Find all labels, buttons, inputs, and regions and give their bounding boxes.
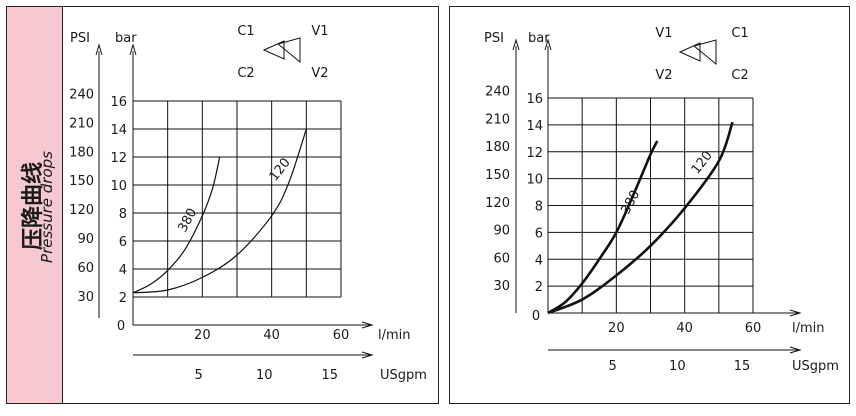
psi-axis-arrow — [95, 43, 103, 56]
x-axis-arrow — [361, 321, 374, 329]
series-line-120 — [547, 121, 734, 315]
y-axis-label-psi: PSI — [70, 31, 90, 46]
psi-tick-label: 210 — [69, 116, 94, 131]
x2-tick-label: 5 — [194, 368, 202, 383]
y-tick-label: 6 — [535, 226, 543, 241]
x-tick-label: 60 — [745, 321, 762, 336]
y-axis-label-bar: bar — [528, 31, 550, 46]
port-label-top-right: C1 — [731, 26, 748, 41]
y-tick-label: 14 — [110, 123, 127, 138]
flow-arrow-icon — [262, 40, 285, 60]
psi-tick-label: 210 — [485, 112, 510, 127]
port-label-top-left: C1 — [237, 24, 254, 39]
y-tick-label: 4 — [119, 263, 127, 278]
chart-left: bar PSI l/min USgpm 2 4 6 8 10 12 14 16 0 30 60 90 120 15… — [69, 24, 427, 383]
port-label-bottom-right: V2 — [311, 66, 328, 81]
port-label-bottom-right: C2 — [731, 68, 748, 83]
psi-tick-label: 90 — [77, 232, 94, 247]
label-strip — [6, 6, 63, 404]
psi-tick-label: 240 — [69, 87, 94, 102]
psi-tick-label: 60 — [77, 261, 94, 276]
y-tick-label: 16 — [110, 95, 127, 110]
port-label-bottom-left: V2 — [655, 68, 672, 83]
x2-tick-label: 10 — [256, 368, 273, 383]
flow-arrow-icon — [678, 42, 701, 62]
chart-right: bar PSI l/min USgpm 2 4 6 8 10 12 14 16 0 30 60 90 120 15… — [484, 26, 839, 374]
psi-tick-label: 240 — [485, 85, 510, 100]
x2-tick-label: 10 — [669, 359, 686, 374]
x-tick-label: 40 — [676, 321, 693, 336]
y-tick-label: 6 — [119, 235, 127, 250]
psi-axis-arrow — [512, 38, 520, 51]
port-label-top-left: V1 — [655, 26, 672, 41]
y-tick-label-origin: 0 — [532, 309, 540, 324]
psi-tick-label: 180 — [485, 140, 510, 155]
y-tick-label: 2 — [535, 280, 543, 295]
series-line-120 — [132, 128, 307, 294]
y-axis-label-bar: bar — [115, 31, 137, 46]
label-english: Pressure drops — [38, 151, 56, 263]
x-axis-label-usgpm: USgpm — [792, 359, 839, 374]
flow-arrow-tail-icon — [276, 37, 301, 64]
y-tick-label: 12 — [526, 146, 543, 161]
flow-arrow-tail-icon — [692, 39, 717, 66]
psi-tick-label: 120 — [69, 203, 94, 218]
y-tick-label: 14 — [526, 119, 543, 134]
psi-tick-label: 30 — [493, 279, 510, 294]
series-line-380 — [547, 140, 659, 315]
x-tick-label: 20 — [608, 321, 625, 336]
x-axis-label-lmin: l/min — [378, 328, 411, 343]
y-tick-label: 4 — [535, 253, 543, 268]
psi-tick-label: 150 — [69, 174, 94, 189]
x2-tick-label: 15 — [322, 368, 339, 383]
psi-tick-label: 120 — [485, 196, 510, 211]
psi-tick-label: 30 — [77, 290, 94, 305]
y-axis-arrow — [129, 43, 137, 56]
y-tick-label: 10 — [526, 173, 543, 188]
psi-tick-label: 180 — [69, 145, 94, 160]
x2-tick-label: 15 — [734, 359, 751, 374]
y-tick-label: 16 — [526, 92, 543, 107]
left-panel-frame — [6, 6, 439, 404]
y-axis-label-psi: PSI — [484, 31, 504, 46]
y-tick-label: 2 — [119, 291, 127, 306]
series-line-380 — [132, 156, 221, 294]
x-tick-label: 40 — [263, 328, 280, 343]
y-tick-label: 8 — [535, 200, 543, 215]
x-axis-arrow — [789, 309, 802, 317]
x-axis-label-usgpm: USgpm — [380, 368, 427, 383]
x2-axis-arrow — [361, 351, 374, 359]
x-axis-label-lmin: l/min — [792, 321, 825, 336]
port-label-bottom-left: C2 — [237, 66, 254, 81]
label-chinese: 压降曲线 — [20, 162, 46, 250]
x-tick-label: 20 — [194, 328, 211, 343]
psi-tick-label: 60 — [493, 251, 510, 266]
y-tick-label-origin: 0 — [117, 319, 125, 334]
psi-tick-label: 90 — [493, 224, 510, 239]
port-label-top-right: V1 — [311, 24, 328, 39]
x2-axis-arrow — [789, 346, 802, 354]
psi-tick-label: 150 — [485, 168, 510, 183]
x-tick-label: 60 — [333, 328, 350, 343]
x2-tick-label: 5 — [609, 359, 617, 374]
y-axis-arrow — [544, 38, 552, 51]
y-tick-label: 10 — [110, 179, 127, 194]
y-tick-label: 12 — [110, 151, 127, 166]
y-tick-label: 8 — [119, 207, 127, 222]
